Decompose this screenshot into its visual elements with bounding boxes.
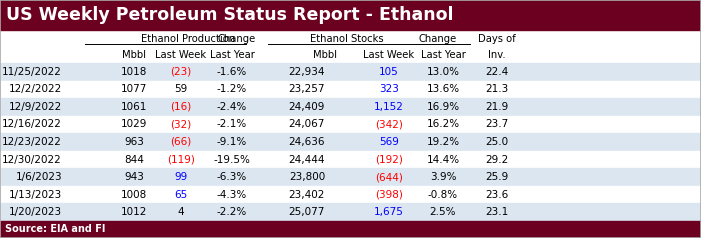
Text: -4.3%: -4.3% (217, 190, 247, 200)
Bar (1, 186, 700, 203)
Text: 16.9%: 16.9% (426, 102, 460, 112)
Text: -9.1%: -9.1% (217, 137, 247, 147)
Text: 11/25/2022: 11/25/2022 (2, 67, 62, 77)
Text: 1061: 1061 (121, 102, 147, 112)
Text: 105: 105 (379, 67, 399, 77)
Text: Ethanol Production: Ethanol Production (141, 34, 235, 44)
Text: -19.5%: -19.5% (214, 154, 250, 164)
Text: 25.9: 25.9 (485, 172, 509, 182)
Text: 16.2%: 16.2% (426, 119, 460, 129)
Text: (16): (16) (170, 102, 191, 112)
Text: 23.6: 23.6 (485, 190, 509, 200)
Text: Change: Change (217, 34, 256, 44)
Text: -0.8%: -0.8% (428, 190, 458, 200)
Text: 14.4%: 14.4% (426, 154, 460, 164)
Text: 99: 99 (175, 172, 188, 182)
Text: (32): (32) (170, 119, 191, 129)
Text: 12/30/2022: 12/30/2022 (2, 154, 62, 164)
Text: (192): (192) (375, 154, 403, 164)
Text: 23,800: 23,800 (289, 172, 325, 182)
Text: 12/16/2022: 12/16/2022 (2, 119, 62, 129)
Text: -2.2%: -2.2% (217, 207, 247, 217)
Text: (342): (342) (375, 119, 403, 129)
Text: 13.0%: 13.0% (426, 67, 459, 77)
Bar (1, 116, 700, 133)
Text: Days of: Days of (478, 34, 516, 44)
Text: 963: 963 (124, 137, 144, 147)
Text: 844: 844 (124, 154, 144, 164)
Text: 24,409: 24,409 (289, 102, 325, 112)
Bar (1, 63, 700, 80)
Text: US Weekly Petroleum Status Report - Ethanol: US Weekly Petroleum Status Report - Etha… (6, 6, 454, 24)
Bar (1, 80, 700, 98)
Text: (644): (644) (375, 172, 403, 182)
Text: Mbbl: Mbbl (122, 50, 146, 60)
Text: Last Week: Last Week (156, 50, 207, 60)
Text: 13.6%: 13.6% (426, 84, 460, 94)
Bar (1, 151, 700, 168)
Text: -1.2%: -1.2% (217, 84, 247, 94)
Text: Last Year: Last Year (421, 50, 465, 60)
Text: Inv.: Inv. (488, 50, 506, 60)
Text: Last Year: Last Year (210, 50, 254, 60)
Text: Change: Change (419, 34, 457, 44)
Text: Ethanol Stocks: Ethanol Stocks (310, 34, 384, 44)
Text: 1/13/2023: 1/13/2023 (8, 190, 62, 200)
Bar (1, 168, 700, 186)
Bar (0, 221, 701, 238)
Text: 23.1: 23.1 (485, 207, 509, 217)
Text: 24,067: 24,067 (289, 119, 325, 129)
Text: 25.0: 25.0 (485, 137, 508, 147)
Text: 2.5%: 2.5% (430, 207, 456, 217)
Text: 1029: 1029 (121, 119, 147, 129)
Text: 1012: 1012 (121, 207, 147, 217)
Text: -1.6%: -1.6% (217, 67, 247, 77)
Text: 569: 569 (379, 137, 399, 147)
Text: -2.4%: -2.4% (217, 102, 247, 112)
Text: 12/23/2022: 12/23/2022 (2, 137, 62, 147)
Text: 21.9: 21.9 (485, 102, 509, 112)
Text: Mbbl: Mbbl (313, 50, 337, 60)
Text: 1008: 1008 (121, 190, 147, 200)
Text: 24,636: 24,636 (289, 137, 325, 147)
Text: 1018: 1018 (121, 67, 147, 77)
Text: 29.2: 29.2 (485, 154, 509, 164)
Text: 1,675: 1,675 (374, 207, 404, 217)
Text: 323: 323 (379, 84, 399, 94)
Text: 1,152: 1,152 (374, 102, 404, 112)
Text: 943: 943 (124, 172, 144, 182)
Text: (66): (66) (170, 137, 191, 147)
Text: Source: EIA and FI: Source: EIA and FI (5, 224, 105, 234)
Text: -6.3%: -6.3% (217, 172, 247, 182)
Text: 12/9/2022: 12/9/2022 (8, 102, 62, 112)
Text: Last Week: Last Week (363, 50, 414, 60)
Text: 59: 59 (175, 84, 188, 94)
Text: 22,934: 22,934 (289, 67, 325, 77)
Text: -2.1%: -2.1% (217, 119, 247, 129)
Text: 21.3: 21.3 (485, 84, 509, 94)
Text: 19.2%: 19.2% (426, 137, 460, 147)
Text: 22.4: 22.4 (485, 67, 509, 77)
Bar (1, 133, 700, 151)
Text: (23): (23) (170, 67, 191, 77)
Text: (119): (119) (167, 154, 195, 164)
Text: 23,402: 23,402 (289, 190, 325, 200)
Text: 23.7: 23.7 (485, 119, 509, 129)
Text: 1/6/2023: 1/6/2023 (15, 172, 62, 182)
Text: 65: 65 (175, 190, 188, 200)
Text: (398): (398) (375, 190, 403, 200)
Text: 12/2/2022: 12/2/2022 (8, 84, 62, 94)
Text: 25,077: 25,077 (289, 207, 325, 217)
Text: 24,444: 24,444 (289, 154, 325, 164)
Text: 1077: 1077 (121, 84, 147, 94)
Bar (1, 98, 700, 116)
Text: 1/20/2023: 1/20/2023 (9, 207, 62, 217)
Bar (1, 203, 700, 221)
Text: 23,257: 23,257 (289, 84, 325, 94)
Text: 3.9%: 3.9% (430, 172, 456, 182)
Text: 4: 4 (177, 207, 184, 217)
Bar (0, 0, 701, 30)
